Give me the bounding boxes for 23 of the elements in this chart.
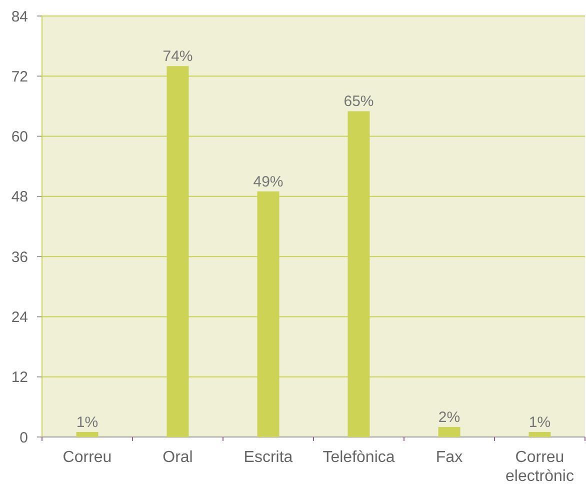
data-label: 74% [162, 48, 193, 66]
x-tick-label: Correu [62, 449, 112, 466]
y-tick-label: 0 [20, 429, 28, 446]
y-tick-label: 48 [11, 188, 28, 206]
x-tick-label: Oral [162, 449, 193, 466]
data-label: 49% [253, 173, 284, 190]
x-tick-label: Escrita [244, 449, 293, 466]
y-tick-label: 12 [11, 369, 28, 386]
bar [76, 432, 98, 437]
y-tick-label: 84 [11, 8, 28, 26]
x-tick-label: Fax [436, 449, 463, 466]
y-tick-label: 72 [11, 68, 28, 86]
data-label: 65% [344, 93, 374, 110]
data-label: 1% [76, 414, 98, 431]
data-label: 1% [528, 414, 551, 431]
x-tick-label: Correu electrònic [506, 449, 574, 485]
x-tick-label: Telefònica [322, 449, 395, 466]
bar [528, 432, 551, 437]
y-tick-label: 60 [11, 128, 28, 146]
y-tick-label: 36 [11, 248, 28, 266]
data-label: 2% [438, 408, 460, 426]
bar [438, 426, 460, 437]
y-tick-label: 24 [11, 308, 28, 326]
